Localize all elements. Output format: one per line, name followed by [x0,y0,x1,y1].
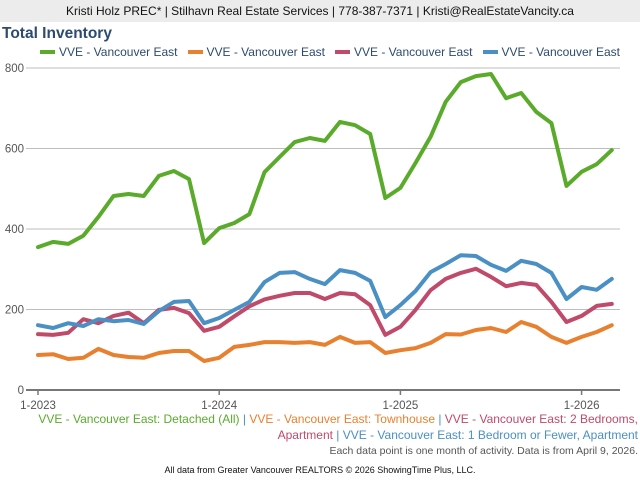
series-line-townhouse [36,320,614,363]
series-desc-2bed: VVE - Vancouver East: 2 Bedrooms, Apartm… [277,412,638,442]
x-axis: 1-2023 1-2024 1-2025 1-2026 [20,389,620,412]
gridlines [26,67,620,310]
x-tick-label: 1-2026 [564,400,600,412]
legend-label: VVE - Vancouver East [206,45,326,59]
series-line-1bed-apartment [36,253,614,330]
agent-contact-header: Kristi Holz PREC* | Stilhavn Real Estate… [0,0,640,22]
chart-legend: VVE - Vancouver East VVE - Vancouver Eas… [0,45,620,59]
y-tick-label: 0 [18,385,24,397]
inventory-line-chart: 0 200 400 600 800 1-2023 1-2024 1-2025 1-2026 [5,63,620,412]
legend-swatch-2bed [335,50,350,54]
series-desc-townhouse: VVE - Vancouver East: Townhouse [249,412,435,426]
legend-swatch-detached [40,50,55,54]
series-line-2bed-apartment [36,266,614,337]
y-tick-label: 600 [5,144,24,156]
chart-title: Total Inventory [2,25,112,42]
separator: | [435,412,445,426]
x-tick-label: 1-2024 [201,400,237,412]
data-note: Each data point is one month of activity… [329,445,638,457]
series-description: VVE - Vancouver East: Detached (All) | V… [38,411,638,443]
separator: | [332,428,343,442]
series-desc-1bed: VVE - Vancouver East: 1 Bedroom or Fewer… [342,428,638,442]
legend-item-detached[interactable]: VVE - Vancouver East [40,45,178,59]
legend-label: VVE - Vancouver East [354,45,473,59]
x-tick-label: 1-2023 [20,400,56,412]
separator: | [239,412,250,426]
y-tick-label: 200 [5,305,24,317]
legend-swatch-1bed [482,50,498,54]
legend-item-1bed-apartment[interactable]: VVE - Vancouver East [482,45,621,59]
series-line-detached [36,72,614,250]
legend-item-2bed-apartment[interactable]: VVE - Vancouver East [335,45,473,59]
y-axis: 0 200 400 600 800 [5,63,24,397]
y-tick-label: 800 [5,63,24,75]
legend-swatch-townhouse [187,50,203,54]
x-tick-label: 1-2025 [382,400,418,412]
legend-label: VVE - Vancouver East [59,45,178,59]
series-lines [36,72,614,363]
legend-label: VVE - Vancouver East [501,45,621,59]
data-credit: All data from Greater Vancouver REALTORS… [164,465,476,475]
legend-item-townhouse[interactable]: VVE - Vancouver East [187,45,326,59]
y-tick-label: 400 [5,224,24,236]
series-desc-detached: VVE - Vancouver East: Detached (All) [38,412,240,426]
